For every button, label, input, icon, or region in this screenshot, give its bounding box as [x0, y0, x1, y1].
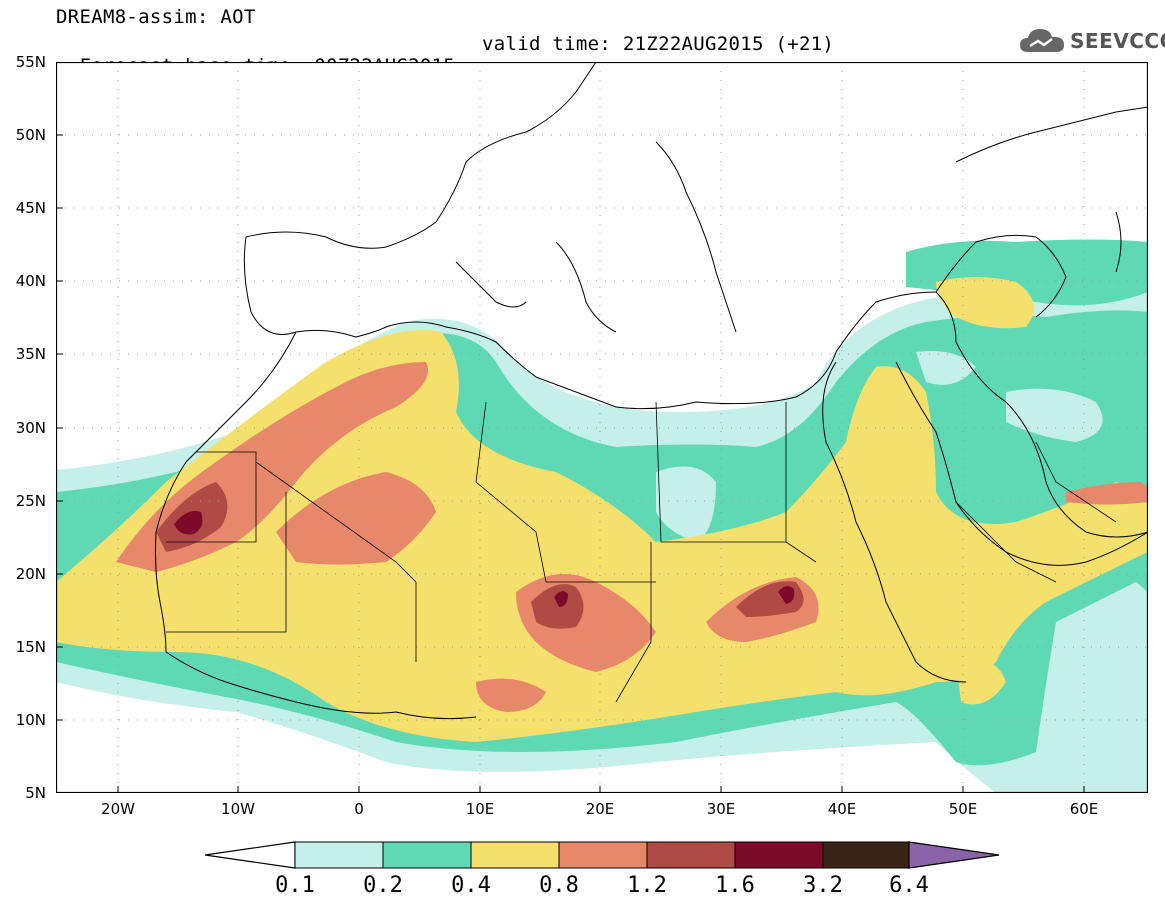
- lat-label: 55N: [15, 53, 46, 71]
- colorbar-label: 3.2: [803, 873, 843, 898]
- colorbar-low-arrow: [205, 841, 296, 869]
- colorbar-label: 0.4: [451, 873, 491, 898]
- lat-label: 45N: [15, 199, 46, 217]
- colorbar-segment: [646, 841, 736, 869]
- lon-label: 50E: [948, 800, 978, 818]
- coastlines: [155, 62, 1148, 720]
- lon-label: 20W: [101, 800, 135, 818]
- valid-time-label: valid time: 21Z22AUG2015 (+21): [482, 33, 835, 55]
- cloud-icon: [1020, 29, 1064, 52]
- colorbar-high-arrow: [908, 841, 1000, 869]
- lon-label: 20E: [585, 800, 615, 818]
- lat-label: 40N: [15, 272, 46, 290]
- colorbar-segment: [558, 841, 648, 869]
- colorbar-label: 1.2: [627, 873, 667, 898]
- aot-light-patches: [656, 351, 1148, 756]
- lat-label: 5N: [25, 784, 46, 802]
- colorbar-segment: [822, 841, 910, 869]
- colorbar-label: 0.8: [539, 873, 579, 898]
- lat-label: 25N: [15, 492, 46, 510]
- map-title: DREAM8-assim: AOT: [56, 6, 256, 28]
- lat-label: 30N: [15, 419, 46, 437]
- lon-label: 30E: [706, 800, 736, 818]
- aot-map: [56, 62, 1148, 793]
- lon-label: 10W: [221, 800, 255, 818]
- lat-label: 10N: [15, 711, 46, 729]
- colorbar-segment: [382, 841, 472, 869]
- seevccc-logo: SEEVCCC: [1018, 24, 1165, 58]
- lon-label: 60E: [1069, 800, 1099, 818]
- colorbar-label: 0.1: [275, 873, 315, 898]
- country-borders: [166, 401, 1117, 703]
- colorbar-label: 6.4: [889, 873, 929, 898]
- lat-label: 50N: [15, 126, 46, 144]
- colorbar-segment: [294, 841, 384, 869]
- lat-label: 15N: [15, 638, 46, 656]
- colorbar-label: 0.2: [363, 873, 403, 898]
- lat-label: 35N: [15, 345, 46, 363]
- lon-label: 10E: [465, 800, 495, 818]
- logo-text: SEEVCCC: [1070, 29, 1165, 53]
- lon-label: 0: [354, 800, 364, 818]
- colorbar-segment: [470, 841, 560, 869]
- tick-marks: [56, 134, 1085, 793]
- colorbar-segment: [734, 841, 824, 869]
- aot-band-1.6: [174, 510, 795, 607]
- lat-label: 20N: [15, 565, 46, 583]
- lon-label: 40E: [827, 800, 857, 818]
- lat-lon-grid: [56, 62, 1148, 793]
- colorbar-label: 1.6: [715, 873, 755, 898]
- colorbar: [205, 841, 1000, 869]
